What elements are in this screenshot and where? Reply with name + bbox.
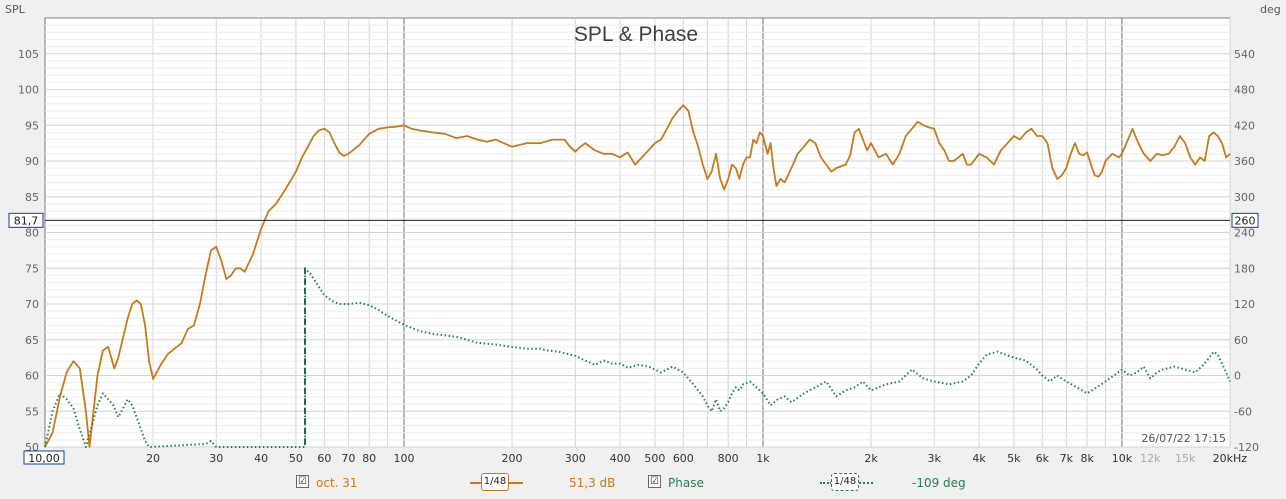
- cursor-left-box: [8, 212, 44, 228]
- x-tick-label: 20kHz: [1213, 452, 1248, 465]
- right-tick-label: 240: [1234, 227, 1255, 240]
- cursor-layer: 81,7 260: [8, 212, 1259, 228]
- legend-bar: ☑ oct. 31 1/48 51,3 dB ☑ Phase 1/48 -109…: [0, 472, 1286, 496]
- x-tick-label: 30: [209, 452, 223, 465]
- spl-series-name[interactable]: oct. 31: [316, 476, 358, 490]
- spl-line-swatch-left: [470, 482, 482, 484]
- right-tick-label: 300: [1234, 191, 1255, 204]
- phase-smoothing-button[interactable]: 1/48: [831, 473, 859, 491]
- spl-line: [44, 104, 1231, 448]
- left-tick-label: 85: [25, 191, 39, 204]
- left-tick-label: 55: [25, 405, 39, 418]
- left-tick-label: 60: [25, 370, 39, 383]
- left-tick-label: 105: [18, 48, 39, 61]
- cursor-right-box: [1231, 212, 1259, 228]
- right-tick-label: 480: [1234, 84, 1255, 97]
- x-tick-label: 50: [289, 452, 303, 465]
- left-tick-label: 100: [18, 84, 39, 97]
- spl-visibility-checkbox[interactable]: ☑: [296, 475, 309, 488]
- left-tick-label: 70: [25, 298, 39, 311]
- x-tick-label: 100: [393, 452, 414, 465]
- right-tick-label: -120: [1234, 441, 1259, 454]
- x-tick-label: 1k: [756, 452, 770, 465]
- right-tick-label: 120: [1234, 298, 1255, 311]
- left-tick-label: 95: [25, 119, 39, 132]
- right-axis-label: deg: [1260, 3, 1281, 16]
- x-tick-label: 10k: [1112, 452, 1133, 465]
- x-tick-label: 300: [565, 452, 586, 465]
- x-tick-label: 60: [317, 452, 331, 465]
- x-tick-label: 6k: [1036, 452, 1050, 465]
- x-tick-label: 600: [673, 452, 694, 465]
- x-tick-label: 5k: [1007, 452, 1021, 465]
- timestamp: 26/07/22 17:15: [1141, 432, 1226, 445]
- left-tick-label: 80: [25, 227, 39, 240]
- right-tick-label: 60: [1234, 334, 1248, 347]
- x-tick-label: 800: [718, 452, 739, 465]
- grid: [44, 18, 1231, 448]
- x-tick-label: 40: [254, 452, 268, 465]
- x-tick-label: 80: [362, 452, 376, 465]
- x-tick-label: 8k: [1080, 452, 1094, 465]
- right-axis-ticks: -120 -60 0 60 120 180 240 300 360 420 480 540: [1234, 48, 1259, 454]
- x-start-box: [23, 450, 65, 465]
- left-tick-label: 90: [25, 155, 39, 168]
- x-tick-label: 20: [146, 452, 160, 465]
- right-tick-label: 0: [1234, 370, 1241, 383]
- spl-phase-chart[interactable]: 50 55 60 65 70 75 80 85 90 95 100 105 -120 -60 0 60 120…: [0, 0, 1286, 472]
- x-tick-label: 400: [610, 452, 631, 465]
- spl-smoothing-button[interactable]: 1/48: [481, 473, 509, 491]
- phase-line-swatch-right: [859, 482, 873, 484]
- x-tick-label: 3k: [928, 452, 942, 465]
- left-axis-label: SPL: [5, 3, 26, 16]
- x-tick-label: 4k: [972, 452, 986, 465]
- right-tick-label: 420: [1234, 119, 1255, 132]
- phase-line: [44, 267, 1231, 448]
- series-layer: [44, 104, 1231, 448]
- left-tick-label: 65: [25, 334, 39, 347]
- x-tick-label: 200: [502, 452, 523, 465]
- x-tick-label: 500: [644, 452, 665, 465]
- x-tick-label: 7k: [1060, 452, 1074, 465]
- x-tick-label: 2k: [864, 452, 878, 465]
- x-tick-label: 12k: [1140, 452, 1161, 465]
- spl-line-swatch-right: [509, 482, 523, 484]
- x-axis-ticks: 10,00 20 30 40 50 60 70 80 100 200 300 400 500 600 800…: [23, 450, 1248, 465]
- x-tick-label: 70: [341, 452, 355, 465]
- phase-line-swatch-left: [820, 482, 832, 484]
- right-tick-label: 540: [1234, 48, 1255, 61]
- cursor-right-label: 260: [1235, 214, 1256, 227]
- x-tick-label: 15k: [1175, 452, 1196, 465]
- right-tick-label: -60: [1234, 405, 1252, 418]
- phase-series-name[interactable]: Phase: [668, 476, 704, 490]
- cursor-left-label: 81,7: [14, 214, 39, 227]
- spl-cursor-value: 51,3 dB: [569, 476, 616, 490]
- x-tick-label: 10,00: [28, 452, 60, 465]
- phase-cursor-value: -109 deg: [912, 476, 966, 490]
- right-tick-label: 360: [1234, 155, 1255, 168]
- chart-title: SPL & Phase: [574, 23, 698, 46]
- right-tick-label: 180: [1234, 262, 1255, 275]
- left-tick-label: 75: [25, 262, 39, 275]
- phase-visibility-checkbox[interactable]: ☑: [648, 475, 661, 488]
